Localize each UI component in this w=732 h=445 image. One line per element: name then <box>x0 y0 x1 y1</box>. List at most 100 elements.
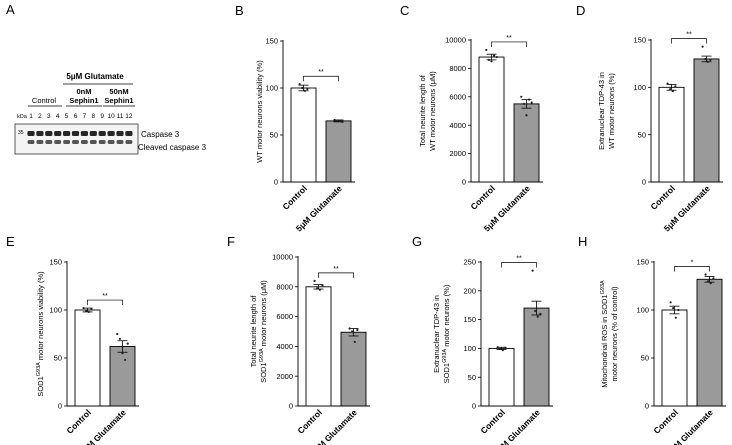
bar-glutamate <box>325 120 352 183</box>
bar-control <box>478 56 505 183</box>
data-point <box>126 342 129 345</box>
y-tick-label: 50 <box>638 130 646 139</box>
y-tick-label: 150 <box>49 258 62 267</box>
caspase-3-band <box>107 131 115 136</box>
y-axis-label: Total neurite length of <box>249 295 258 368</box>
group-3-line-1: 50nM <box>109 87 128 96</box>
data-point <box>116 332 119 336</box>
y-tick-label: 50 <box>468 373 476 382</box>
cleaved-caspase-3-band <box>54 140 62 144</box>
lane-label: 4 <box>56 113 60 120</box>
y-tick-label: 50 <box>641 354 649 363</box>
caspase-3-band <box>80 131 88 136</box>
data-point <box>669 88 672 91</box>
data-point <box>301 86 304 90</box>
data-point <box>677 308 680 312</box>
caspase-3-band <box>71 131 80 136</box>
y-tick-label: 50 <box>54 354 62 363</box>
significance-marker: ** <box>506 35 512 42</box>
data-point <box>674 85 677 88</box>
cleaved-caspase-3-band <box>98 140 106 144</box>
y-tick-label: 2000 <box>276 372 293 381</box>
y-tick-label: 100 <box>636 306 649 315</box>
data-point <box>522 102 526 105</box>
data-point <box>87 310 90 314</box>
y-tick-label: 0 <box>289 402 293 411</box>
y-tick-label: 50 <box>270 131 278 140</box>
data-point <box>321 284 324 287</box>
chart-c: C 0 2000 4000 6000 8000 10000 Total neurite len… <box>400 3 543 234</box>
data-point <box>539 312 542 315</box>
treatment-label: 5μM Glutamate <box>66 72 124 81</box>
lane-label: 3 <box>47 113 51 120</box>
caspase-3-band <box>63 131 71 136</box>
y-tick-label: 150 <box>265 37 278 46</box>
y-axis-label: WT motor neurons viability (%) <box>255 60 264 163</box>
x-tick-label: Control <box>468 183 496 211</box>
y-tick-label: 0 <box>58 402 62 411</box>
data-point <box>706 60 709 63</box>
cleaved-caspase-3-band <box>107 140 115 144</box>
cleaved-caspase-3-band <box>89 140 97 144</box>
data-point <box>348 327 351 330</box>
x-tick-label: Control <box>295 407 323 435</box>
significance-bracket <box>318 272 354 278</box>
bar-glutamate <box>696 278 723 407</box>
data-point <box>82 306 85 310</box>
panel-letter: B <box>235 3 244 18</box>
caspase-3-band <box>36 131 44 136</box>
y-axis-label: SOD1G93A motor neurons viability (%) <box>36 271 45 397</box>
lane-label: 12 <box>125 113 133 120</box>
lane-label: 7 <box>83 113 87 120</box>
y-axis-label: Total neurite length of <box>418 74 427 147</box>
data-point <box>490 60 493 63</box>
blot-bands <box>27 131 133 144</box>
significance-marker: ** <box>318 69 324 76</box>
bar-glutamate <box>523 307 550 407</box>
bar-glutamate <box>109 346 136 407</box>
data-point <box>351 330 354 333</box>
panel-letter: C <box>400 3 409 18</box>
cleaved-caspase-3-band <box>63 140 70 144</box>
significance-bracket <box>671 38 707 44</box>
lane-label: 8 <box>91 113 95 120</box>
data-point <box>528 98 531 101</box>
chart-f: F 0 2000 4000 6000 8000 10000 Total neurite len… <box>227 234 370 445</box>
y-tick-label: 6000 <box>276 312 293 321</box>
group-2-line-1: 0nM <box>77 87 92 96</box>
data-point <box>493 54 496 57</box>
data-point <box>485 48 488 52</box>
y-tick-label: 150 <box>636 258 649 267</box>
bar-control <box>290 87 317 183</box>
y-tick-label: 0 <box>642 178 646 187</box>
y-tick-label: 0 <box>472 402 476 411</box>
data-point <box>353 340 356 344</box>
data-point <box>709 282 712 285</box>
marker-label: 35 <box>18 130 24 136</box>
significance-bracket <box>87 299 123 306</box>
y-tick-label: 100 <box>633 83 646 92</box>
data-point <box>536 315 539 318</box>
y-tick-label: 8000 <box>276 282 293 291</box>
panel-letter: E <box>6 234 15 249</box>
data-point <box>118 337 121 340</box>
y-axis-label: SOD1G93A motor neurons (μM) <box>259 280 268 383</box>
significance-marker: ** <box>516 256 522 263</box>
data-point <box>495 55 498 59</box>
lane-label: 9 <box>100 113 104 120</box>
lane-label: 1 <box>29 113 33 120</box>
bar-glutamate <box>693 58 720 183</box>
cleaved-caspase-3-band <box>125 140 133 144</box>
y-tick-label: 10000 <box>445 36 466 45</box>
caspase-3-band <box>54 131 62 136</box>
lane-label: 6 <box>74 113 78 120</box>
panel-letter: D <box>576 3 585 18</box>
significance-marker: ** <box>102 293 108 300</box>
cleaved-caspase-3-band <box>27 140 35 144</box>
caspase-3-band <box>45 131 53 136</box>
data-point <box>669 301 672 304</box>
cleaved-caspase-3-band <box>36 140 44 144</box>
significance-marker: * <box>691 259 694 266</box>
data-point <box>501 349 504 352</box>
data-point <box>704 57 707 61</box>
